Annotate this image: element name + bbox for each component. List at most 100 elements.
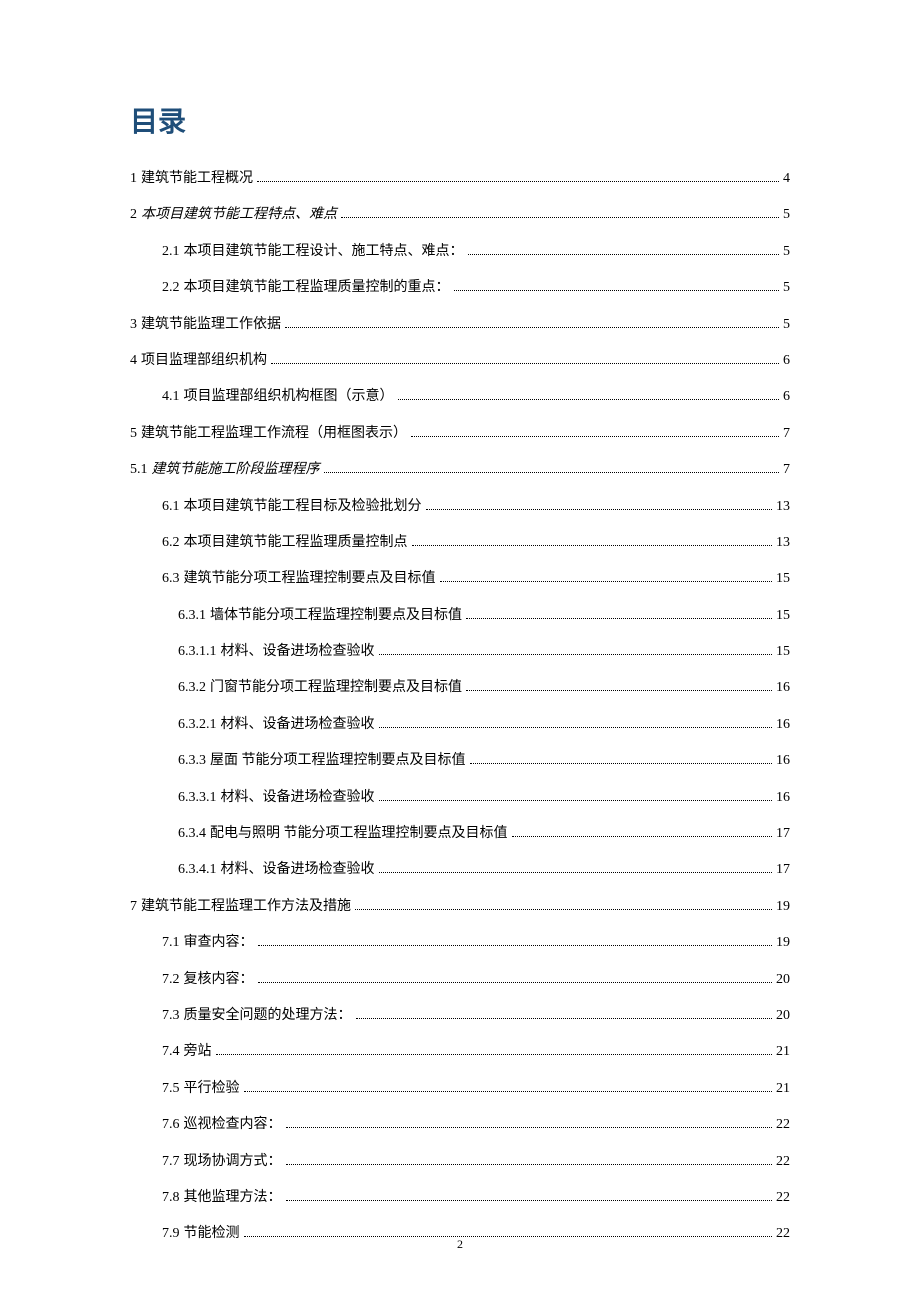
toc-entry[interactable]: 2.1本项目建筑节能工程设计、施工特点、难点：5 [130, 241, 790, 263]
toc-entry[interactable]: 7.6巡视检查内容：22 [130, 1114, 790, 1136]
page-number: 2 [457, 1237, 463, 1252]
toc-entry[interactable]: 3建筑节能监理工作依据5 [130, 314, 790, 336]
toc-entry-page: 15 [776, 568, 790, 590]
toc-entry-label: 审查内容： [184, 932, 254, 954]
toc-entry-page: 15 [776, 641, 790, 663]
toc-dots [379, 727, 773, 728]
toc-entry[interactable]: 2.2本项目建筑节能工程监理质量控制的重点：5 [130, 277, 790, 299]
toc-entry-number: 4 [130, 350, 137, 372]
toc-dots [355, 909, 772, 910]
toc-dots [341, 217, 779, 218]
toc-entry-label: 材料、设备进场检查验收 [221, 714, 375, 736]
toc-entry-number: 7.9 [162, 1223, 180, 1245]
toc-entry-number: 2 [130, 204, 137, 226]
toc-dots [454, 290, 780, 291]
toc-entry-label: 巡视检查内容： [184, 1114, 282, 1136]
toc-entry[interactable]: 6.1本项目建筑节能工程目标及检验批划分13 [130, 496, 790, 518]
toc-entry[interactable]: 6.3.1.1材料、设备进场检查验收15 [130, 641, 790, 663]
toc-entry-page: 16 [776, 750, 790, 772]
toc-entry-label: 本项目建筑节能工程监理质量控制的重点： [184, 277, 450, 299]
toc-entry[interactable]: 7.1审查内容：19 [130, 932, 790, 954]
toc-entry[interactable]: 7建筑节能工程监理工作方法及措施19 [130, 896, 790, 918]
toc-dots [271, 363, 779, 364]
toc-entry[interactable]: 1建筑节能工程概况4 [130, 168, 790, 190]
toc-entry-label: 本项目建筑节能工程设计、施工特点、难点： [184, 241, 464, 263]
toc-entry-label: 门窗节能分项工程监理控制要点及目标值 [210, 677, 462, 699]
toc-entry[interactable]: 7.8其他监理方法：22 [130, 1187, 790, 1209]
toc-dots [286, 1200, 773, 1201]
toc-entry-page: 20 [776, 1005, 790, 1027]
toc-dots [466, 618, 772, 619]
toc-dots [244, 1236, 773, 1237]
toc-entry[interactable]: 6.3.4配电与照明 节能分项工程监理控制要点及目标值17 [130, 823, 790, 845]
toc-entry[interactable]: 6.3.1墙体节能分项工程监理控制要点及目标值 15 [130, 605, 790, 627]
toc-entry-label: 本项目建筑节能工程目标及检验批划分 [184, 496, 422, 518]
toc-entry[interactable]: 6.3.3屋面 节能分项工程监理控制要点及目标值16 [130, 750, 790, 772]
toc-entry-number: 3 [130, 314, 137, 336]
toc-entry-page: 15 [776, 605, 790, 627]
toc-entry-label: 本项目建筑节能工程特点、难点 [141, 204, 337, 226]
toc-dots [412, 545, 773, 546]
toc-entry[interactable]: 7.4旁站21 [130, 1041, 790, 1063]
toc-entry[interactable]: 6.3建筑节能分项工程监理控制要点及目标值15 [130, 568, 790, 590]
toc-entry-number: 5 [130, 423, 137, 445]
toc-entry-number: 5.1 [130, 459, 148, 481]
toc-entry-number: 6.3.1 [178, 605, 206, 627]
toc-entry-number: 6.3.3.1 [178, 787, 217, 809]
toc-entry-number: 4.1 [162, 386, 180, 408]
toc-entry-label: 质量安全问题的处理方法： [184, 1005, 352, 1027]
toc-entry-page: 7 [783, 459, 790, 481]
toc-entry-number: 6.3.3 [178, 750, 206, 772]
toc-dots [286, 1164, 773, 1165]
toc-entry[interactable]: 7.5平行检验 21 [130, 1078, 790, 1100]
toc-entry-page: 22 [776, 1151, 790, 1173]
toc-dots [379, 654, 773, 655]
toc-entry-page: 22 [776, 1223, 790, 1245]
toc-entry-number: 7.5 [162, 1078, 180, 1100]
toc-title: 目录 [130, 100, 790, 140]
toc-entry-label: 旁站 [184, 1041, 212, 1063]
toc-entry[interactable]: 2本项目建筑节能工程特点、难点 5 [130, 204, 790, 226]
toc-entry-label: 平行检验 [184, 1078, 240, 1100]
toc-entry[interactable]: 6.3.4.1材料、设备进场检查验收17 [130, 859, 790, 881]
toc-entry-number: 6.1 [162, 496, 180, 518]
toc-entry[interactable]: 4.1项目监理部组织机构框图（示意）6 [130, 386, 790, 408]
toc-entry-number: 7.2 [162, 969, 180, 991]
toc-entry-page: 21 [776, 1041, 790, 1063]
toc-entry[interactable]: 4项目监理部组织机构6 [130, 350, 790, 372]
toc-entry[interactable]: 6.3.2.1材料、设备进场检查验收16 [130, 714, 790, 736]
toc-entry[interactable]: 6.2本项目建筑节能工程监理质量控制点13 [130, 532, 790, 554]
toc-entry-page: 19 [776, 932, 790, 954]
toc-dots [244, 1091, 773, 1092]
toc-entry-page: 5 [783, 204, 790, 226]
toc-entry[interactable]: 7.2复核内容： 20 [130, 969, 790, 991]
toc-dots [356, 1018, 773, 1019]
toc-dots [470, 763, 773, 764]
toc-dots [411, 436, 779, 437]
toc-entry-number: 6.3.2.1 [178, 714, 217, 736]
toc-dots [324, 472, 780, 473]
toc-entry-page: 5 [783, 314, 790, 336]
toc-entry-page: 21 [776, 1078, 790, 1100]
toc-entry[interactable]: 7.7现场协调方式：22 [130, 1151, 790, 1173]
toc-entry-page: 4 [783, 168, 790, 190]
toc-entry[interactable]: 6.3.3.1材料、设备进场检查验收16 [130, 787, 790, 809]
toc-entry-number: 6.3 [162, 568, 180, 590]
toc-entry-label: 项目监理部组织机构 [141, 350, 267, 372]
toc-entry-label: 复核内容： [184, 969, 254, 991]
toc-dots [440, 581, 773, 582]
toc-entry[interactable]: 7.3质量安全问题的处理方法：20 [130, 1005, 790, 1027]
toc-entry-number: 2.2 [162, 277, 180, 299]
toc-dots [379, 872, 773, 873]
toc-entry[interactable]: 5.1建筑节能施工阶段监理程序 7 [130, 459, 790, 481]
toc-entry-page: 22 [776, 1187, 790, 1209]
toc-entry[interactable]: 6.3.2门窗节能分项工程监理控制要点及目标值16 [130, 677, 790, 699]
toc-entry-label: 建筑节能施工阶段监理程序 [152, 459, 320, 481]
toc-entry-number: 2.1 [162, 241, 180, 263]
toc-entry-label: 墙体节能分项工程监理控制要点及目标值 [210, 605, 462, 627]
toc-entry[interactable]: 5建筑节能工程监理工作流程（用框图表示）7 [130, 423, 790, 445]
toc-entry-page: 20 [776, 969, 790, 991]
toc-entry-label: 建筑节能工程监理工作流程（用框图表示） [141, 423, 407, 445]
toc-entry-page: 16 [776, 787, 790, 809]
toc-dots [285, 327, 779, 328]
